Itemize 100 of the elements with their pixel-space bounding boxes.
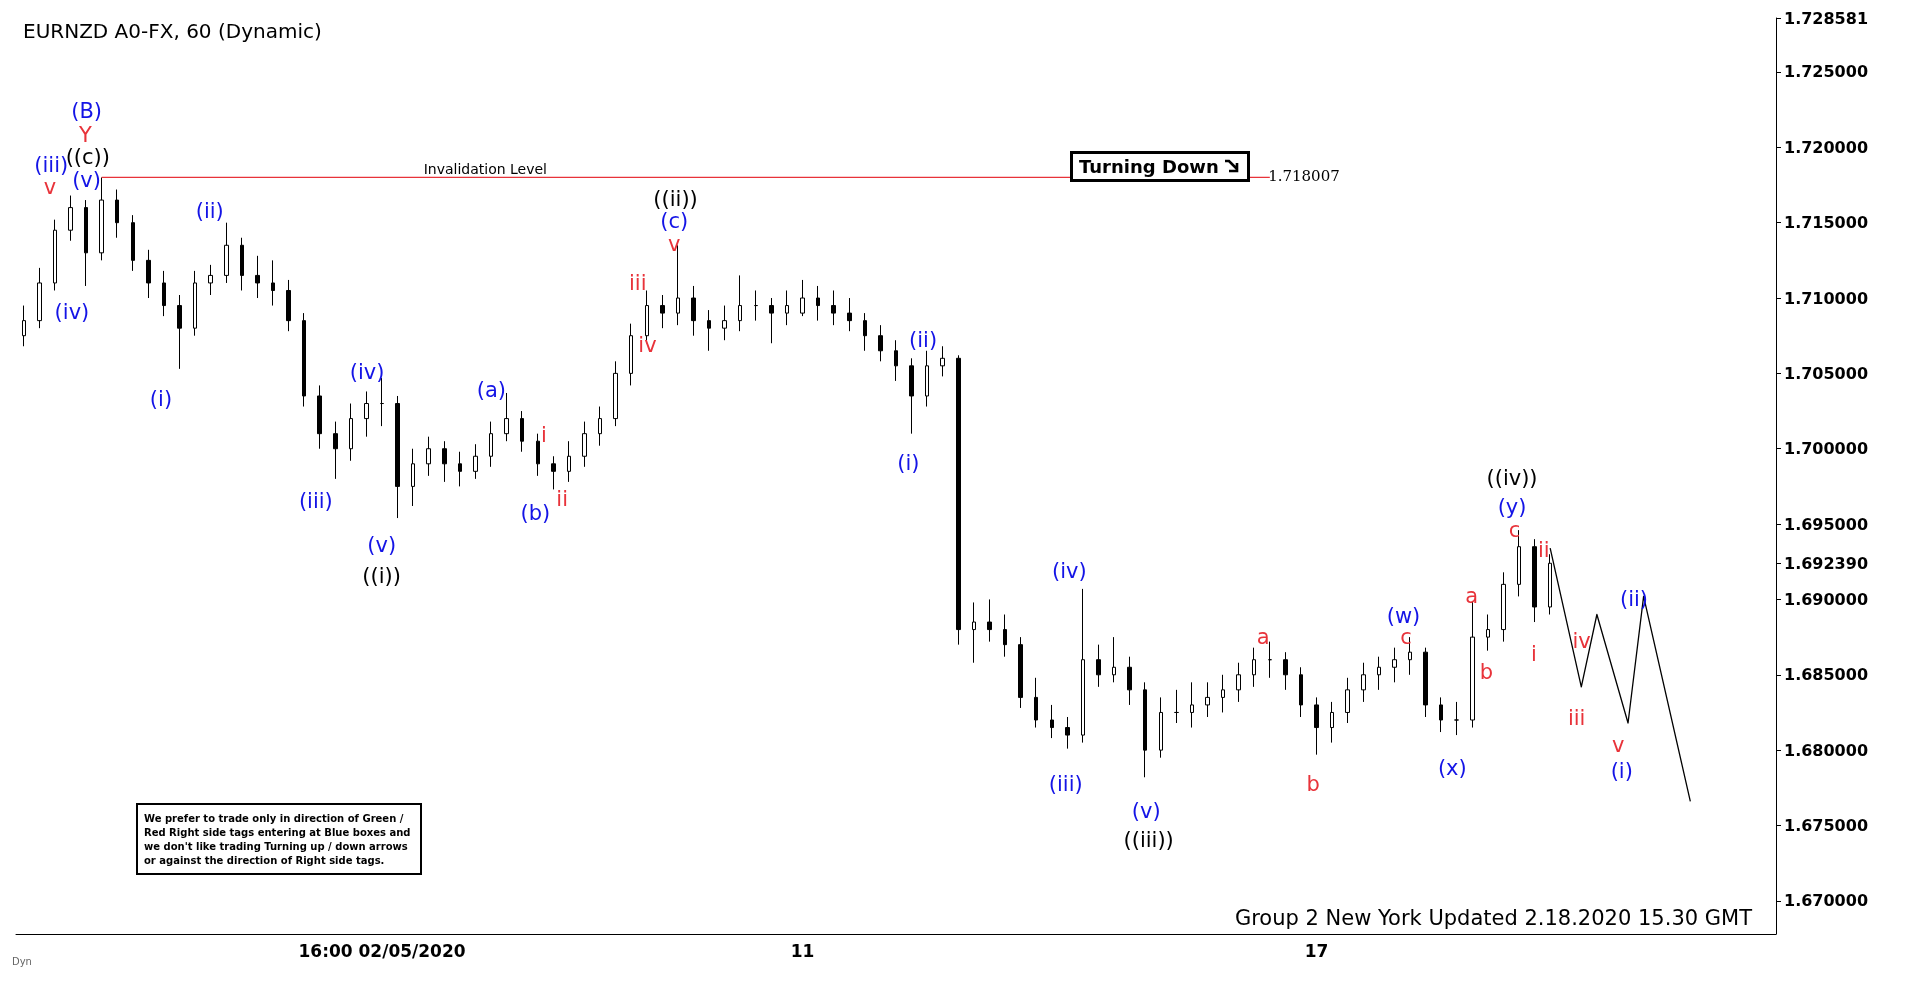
- candlestick: [208, 264, 213, 296]
- candlestick: [1517, 529, 1521, 597]
- annotation: (iii): [298, 489, 333, 514]
- annotation: v: [668, 231, 681, 256]
- candlestick: [411, 448, 415, 507]
- annotation: b: [1306, 772, 1320, 797]
- y-tick-label: 1.728581: [1784, 8, 1869, 28]
- candlestick: [909, 357, 914, 435]
- y-tick-label: 1.710000: [1784, 288, 1869, 308]
- candlestick: [816, 285, 820, 322]
- candlestick: [22, 305, 26, 347]
- candlestick: [224, 222, 229, 284]
- annotation: iii: [1567, 706, 1586, 731]
- candlestick: [629, 323, 633, 386]
- annotation: Invalidation Level: [423, 161, 547, 178]
- candlestick: [68, 195, 73, 242]
- y-tick-label: 1.670000: [1784, 891, 1869, 911]
- candlestick: [940, 345, 945, 377]
- candlestick: [785, 289, 789, 326]
- annotation: (B): [71, 98, 102, 123]
- candlestick: [442, 440, 447, 483]
- y-tick-label: 1.705000: [1784, 363, 1869, 383]
- annotation: (iii): [1048, 772, 1083, 797]
- candlestick: [286, 279, 291, 332]
- annotation: (ii): [1619, 586, 1649, 611]
- candlestick: [847, 297, 852, 332]
- annotation: (iv): [54, 300, 90, 325]
- y-tick-label: 1.700000: [1784, 439, 1869, 459]
- candlestick: [738, 274, 742, 332]
- candlestick: [800, 279, 805, 317]
- annotation: (v): [367, 533, 397, 558]
- candlestick: [863, 312, 867, 352]
- candlestick: [1034, 677, 1038, 729]
- candlestick: [395, 395, 400, 519]
- annotation: Turning Down: [1079, 156, 1219, 177]
- candlestick: [1439, 696, 1443, 733]
- candlestick: [1205, 681, 1210, 718]
- candlestick: [1096, 644, 1101, 688]
- candlestick: [582, 421, 587, 468]
- candlestick: [754, 289, 758, 322]
- candlestick: [1454, 701, 1459, 736]
- candlestick: [894, 339, 898, 382]
- annotation: b: [1479, 659, 1494, 684]
- candlestick: [99, 176, 104, 261]
- candlestick: [1050, 704, 1054, 739]
- candlestick: [349, 403, 353, 462]
- candlestick: [707, 309, 711, 352]
- candlestick: [458, 451, 462, 487]
- annotation: (v): [72, 168, 101, 193]
- candlestick: [271, 259, 275, 307]
- candlestick: [1283, 651, 1288, 691]
- candlestick: [177, 294, 182, 370]
- y-tick-label: 1.725000: [1784, 62, 1869, 82]
- annotation: Group 2 New York Updated 2.18.2020 15.30 GMT: [1234, 905, 1753, 930]
- annotation: i: [540, 423, 547, 448]
- annotation: 1.718007: [1268, 166, 1340, 185]
- candlestick: [1361, 662, 1366, 703]
- candlestick: [1486, 614, 1490, 652]
- annotation: (i): [897, 451, 920, 476]
- annotation: iv: [1572, 629, 1591, 654]
- annotation: v: [1611, 733, 1625, 758]
- candlestick: [972, 601, 976, 664]
- candlestick: [333, 421, 338, 480]
- candlestick: [1143, 681, 1147, 778]
- candlestick: [1532, 538, 1537, 623]
- candlestick: [567, 440, 571, 483]
- annotation: (y): [1497, 495, 1527, 520]
- annotation: (iv): [1052, 558, 1087, 583]
- y-tick-label: 1.680000: [1784, 740, 1869, 760]
- candlestick: [536, 433, 540, 477]
- candlestick: [146, 249, 151, 299]
- candlestick: [193, 270, 197, 337]
- annotation: c: [1508, 518, 1521, 543]
- annotation: (ii): [909, 328, 938, 353]
- annotation: iii: [628, 270, 647, 295]
- candlestick: [691, 285, 696, 337]
- annotation: a: [1465, 584, 1479, 609]
- candlestick: [53, 219, 57, 291]
- annotation: (x): [1437, 756, 1467, 781]
- candlestick: [831, 289, 836, 326]
- candlestick: [1330, 701, 1334, 744]
- annotation: a: [1256, 624, 1270, 649]
- candlestick: [520, 410, 524, 453]
- annotation: iv: [638, 333, 657, 358]
- candlestick: [987, 598, 992, 643]
- candlestick: [769, 297, 774, 344]
- candlestick: [473, 443, 478, 480]
- y-tick-label: 1.715000: [1784, 213, 1869, 233]
- annotation: (iv): [349, 359, 385, 384]
- y-tick-label: 1.695000: [1784, 514, 1869, 534]
- candlestick: [1377, 656, 1381, 691]
- annotation: (a): [476, 378, 507, 403]
- candlestick: [1190, 681, 1194, 729]
- candlestick: [1299, 666, 1303, 718]
- annotation: ii: [1537, 537, 1550, 562]
- annotation: ((iv)): [1486, 466, 1538, 490]
- candlestick: [613, 360, 618, 427]
- line-series: [1549, 547, 1691, 803]
- candlestick: [1392, 647, 1397, 683]
- y-tick-label: 1.690000: [1784, 589, 1869, 609]
